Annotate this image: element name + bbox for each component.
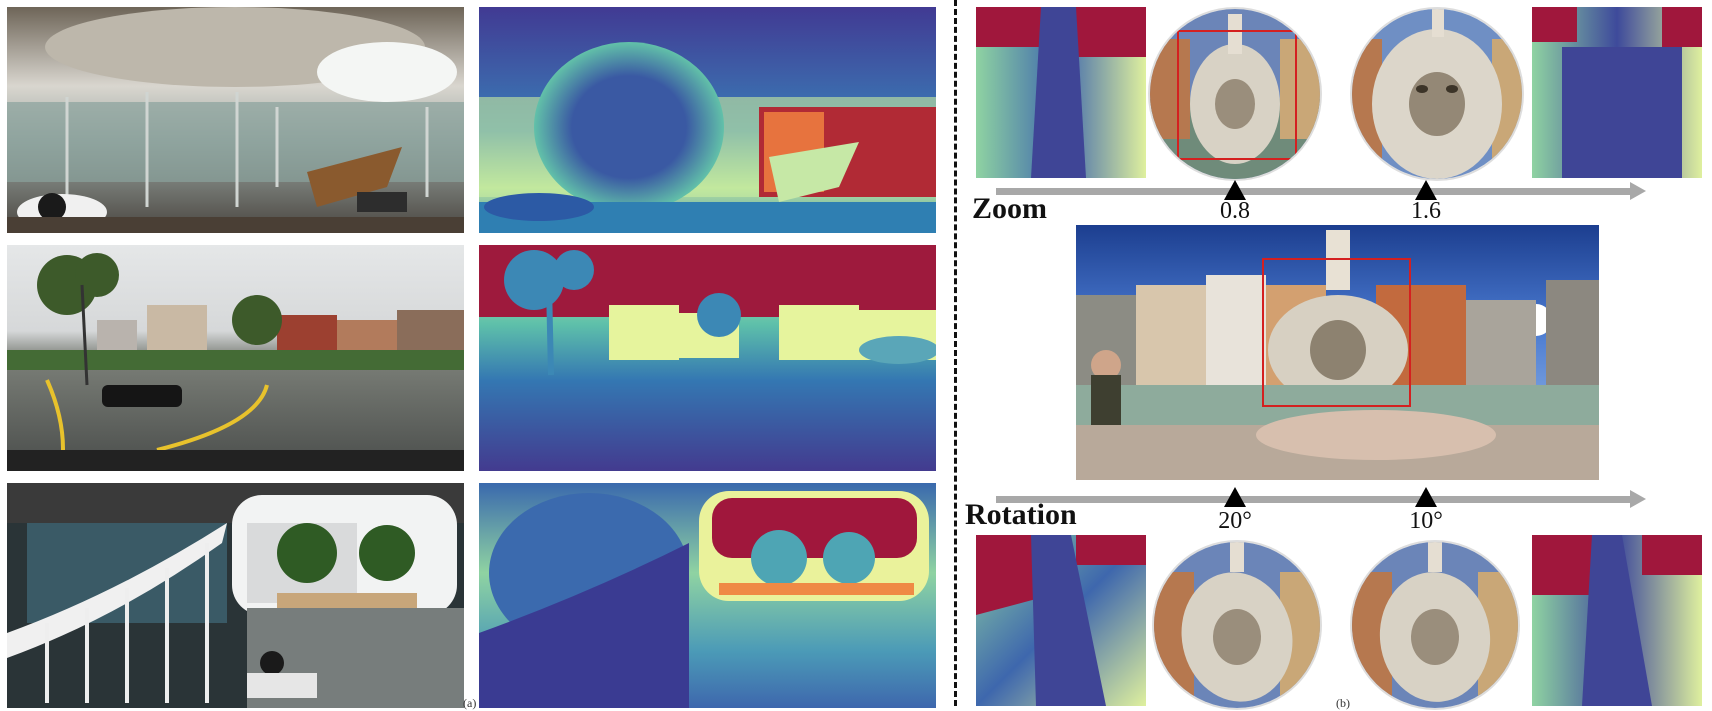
depth-map-courtyard	[479, 483, 936, 708]
zoom-tick-1.6: 1.6	[1411, 198, 1441, 224]
rotation-label: Rotation	[965, 498, 1077, 531]
rgb-panorama-office	[7, 7, 464, 233]
rgb-panorama-street	[7, 245, 464, 471]
rotation-depth-crop-left	[976, 535, 1146, 706]
rotation-marker-20	[1224, 487, 1246, 507]
zoom-fisheye-1.6	[1350, 7, 1524, 181]
zoom-depth-crop-left	[976, 7, 1146, 178]
zoom-depth-crop-right	[1532, 7, 1702, 178]
zoom-axis-line	[996, 188, 1630, 195]
zoom-marker-0.8	[1224, 180, 1246, 200]
depth-map-street	[479, 245, 936, 471]
rotation-axis-arrowhead	[1630, 490, 1646, 508]
rotation-fisheye-10	[1350, 540, 1520, 710]
rotation-marker-10	[1415, 487, 1437, 507]
rotation-fisheye-20	[1152, 540, 1322, 710]
zoom-axis-arrowhead	[1630, 182, 1646, 200]
rotation-axis-line	[996, 496, 1630, 503]
depth-map-office	[479, 7, 936, 233]
zoom-marker-1.6	[1415, 180, 1437, 200]
rotation-tick-20: 20°	[1218, 508, 1252, 534]
rotation-depth-crop-right	[1532, 535, 1702, 706]
center-panorama-fountain	[1076, 225, 1599, 480]
caption-mark-b: (b)	[1336, 696, 1350, 710]
rotation-tick-10: 10°	[1409, 508, 1443, 534]
zoom-fisheye-0.8	[1148, 7, 1322, 181]
rgb-panorama-courtyard	[7, 483, 464, 708]
caption-mark-a: (a)	[463, 696, 477, 710]
dashed-divider	[954, 0, 957, 706]
zoom-tick-0.8: 0.8	[1220, 198, 1250, 224]
zoom-label: Zoom	[972, 192, 1047, 225]
